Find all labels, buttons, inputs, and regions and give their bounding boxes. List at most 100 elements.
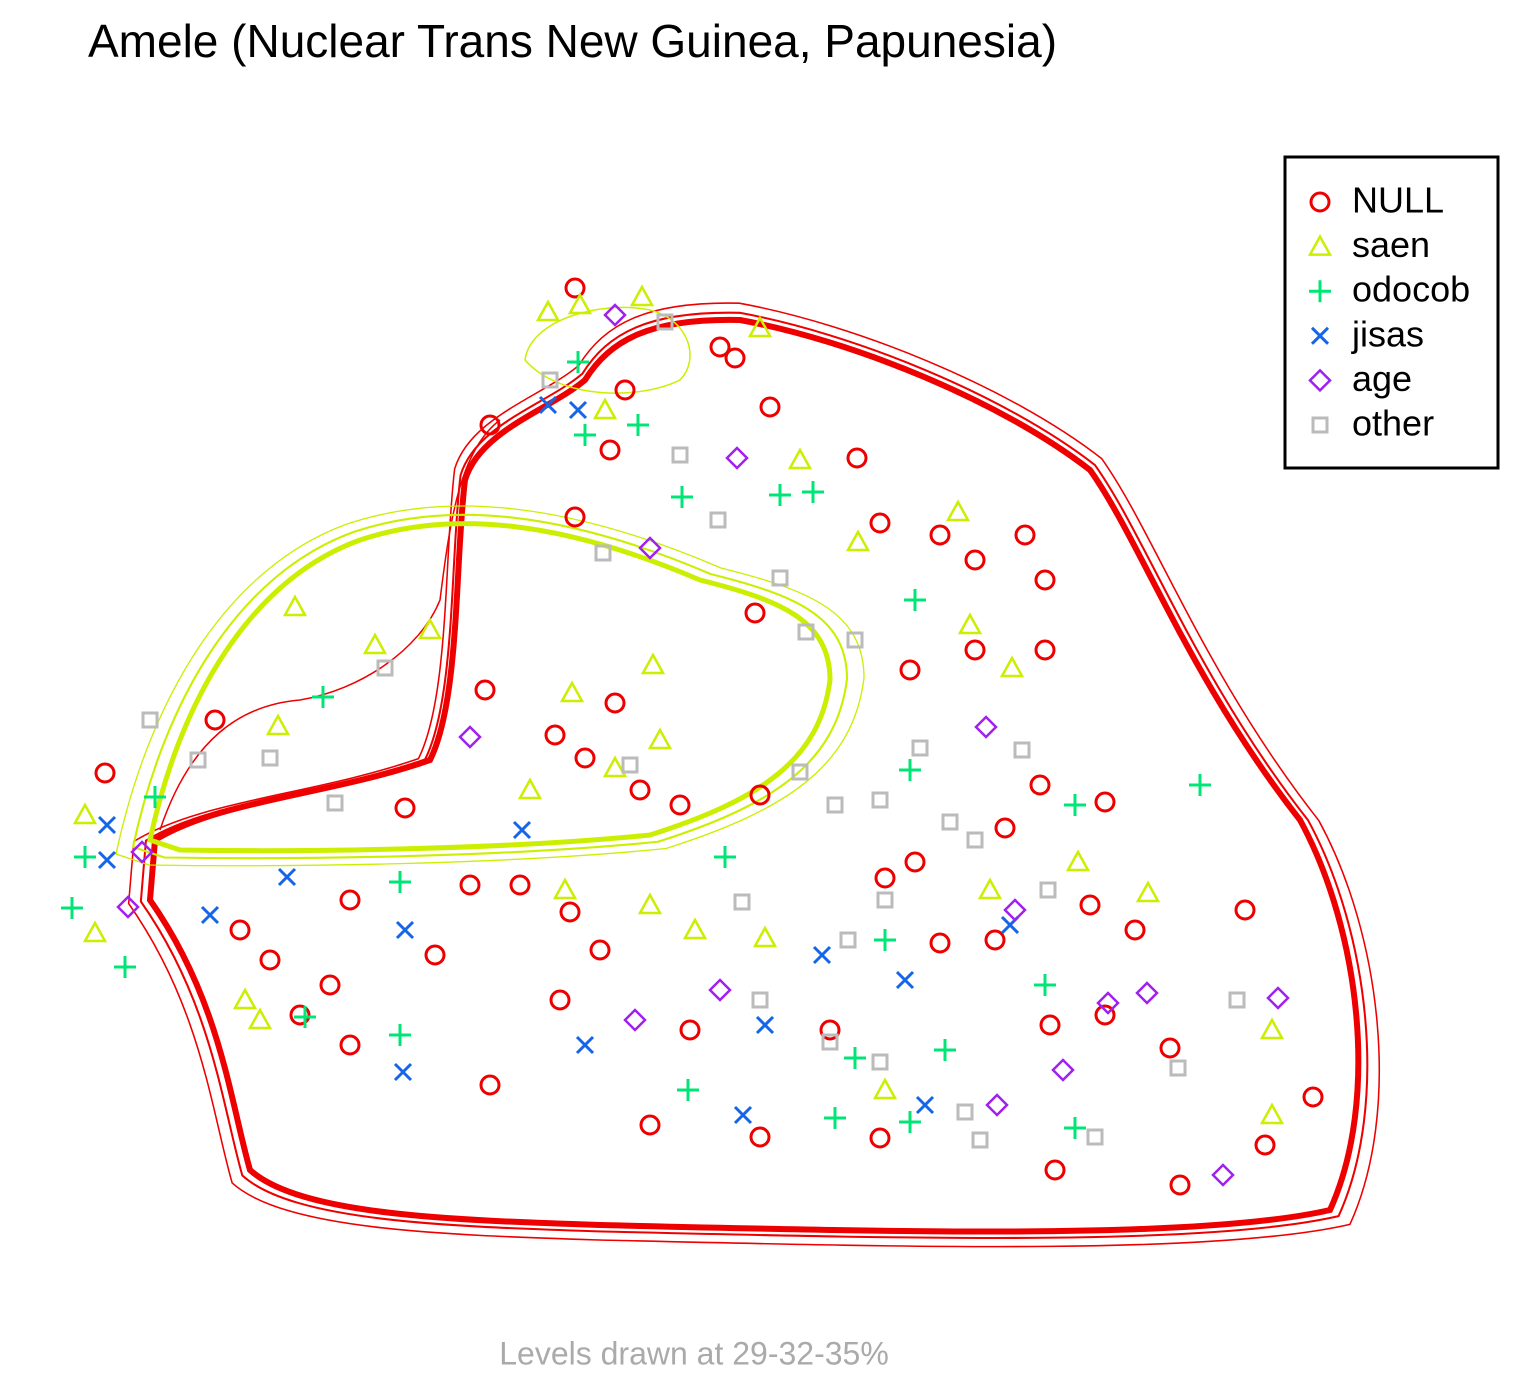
point [656,313,674,331]
legend-label: other [1352,403,1434,444]
point [846,631,864,649]
point [389,871,411,893]
point [1096,991,1120,1015]
point [1135,880,1161,903]
point [326,794,344,812]
point [1034,974,1056,996]
point [904,851,926,873]
point [589,939,611,961]
point [797,623,815,641]
point [709,336,731,358]
contour [127,302,1381,1248]
point [639,1114,661,1136]
point [671,446,689,464]
point [846,447,868,469]
point [339,1034,361,1056]
point [559,680,585,703]
point [599,439,621,461]
point [1064,794,1086,816]
legend-box [1283,155,1500,470]
point [294,1006,316,1028]
point [869,1127,891,1149]
legend-marker [1311,416,1329,434]
point [876,891,894,909]
point [1013,741,1031,759]
point [1169,1174,1191,1196]
point [141,711,159,729]
point [824,1107,846,1129]
point [603,303,627,327]
point [1211,1163,1235,1187]
point [957,612,983,635]
point [759,396,781,418]
point [204,709,226,731]
point [1124,919,1146,941]
point [289,1004,311,1026]
point [821,1033,839,1051]
legend-marker [1309,280,1331,303]
point [934,1039,956,1061]
contour [147,521,833,854]
contour [131,513,849,860]
point [929,524,951,546]
point [1094,791,1116,813]
point [394,797,416,819]
legend-label: odocob [1352,269,1470,310]
point [568,400,588,420]
point [458,725,482,749]
point [629,284,655,307]
chart-subtitle: Levels drawn at 29-32-35% [499,1335,889,1371]
point [725,446,749,470]
point [826,796,844,814]
point [1034,569,1056,591]
point [974,715,998,739]
point [640,652,666,675]
point [845,529,871,552]
point [417,617,443,640]
point [844,1047,866,1069]
point [874,867,896,889]
point [899,759,921,781]
point [319,974,341,996]
point [752,925,778,948]
point [647,727,673,750]
point [559,901,581,923]
point [1051,1058,1075,1082]
point [567,292,593,315]
point [724,347,746,369]
point [744,602,766,624]
point [929,932,951,954]
point [1159,1037,1181,1059]
point [899,1111,921,1133]
point [945,499,971,522]
point [424,944,446,966]
point [549,989,571,1011]
point [733,1105,753,1125]
point [1039,881,1057,899]
point [282,594,308,617]
point [1135,981,1159,1005]
point [872,1077,898,1100]
point [552,877,578,900]
point [812,945,832,965]
point [389,1024,411,1046]
point [229,919,251,941]
point [1014,524,1036,546]
legend-marker [1310,326,1330,345]
point [604,692,626,714]
point [682,917,708,940]
point [594,544,612,562]
point [247,1007,273,1030]
point [277,867,297,887]
legend-label: jisas [1351,313,1424,354]
point [899,659,921,681]
point [97,815,117,835]
point [564,506,586,528]
point [677,1079,699,1101]
point [74,846,96,868]
point [97,850,117,870]
point [999,655,1025,678]
point [517,777,543,800]
point [259,949,281,971]
